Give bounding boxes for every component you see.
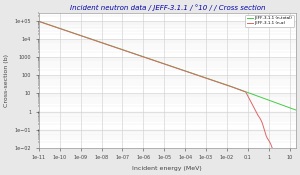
JEFF-3.1.1 (n,total) bbox=[294, 109, 298, 111]
Legend: JEFF-3.1.1 (n,total), JEFF-3.1.1 (n,α): JEFF-3.1.1 (n,total), JEFF-3.1.1 (n,α) bbox=[245, 15, 294, 27]
JEFF-3.1.1 (n,α) bbox=[136, 54, 139, 56]
Title: Incident neutron data / JEFF-3.1.1 / °10 / / Cross section: Incident neutron data / JEFF-3.1.1 / °10… bbox=[70, 4, 265, 11]
JEFF-3.1.1 (n,α) bbox=[261, 125, 265, 127]
JEFF-3.1.1 (n,total) bbox=[289, 107, 292, 109]
Y-axis label: Cross-section (b): Cross-section (b) bbox=[4, 54, 9, 107]
JEFF-3.1.1 (n,total) bbox=[136, 54, 139, 56]
Line: JEFF-3.1.1 (n,α): JEFF-3.1.1 (n,α) bbox=[39, 22, 296, 175]
JEFF-3.1.1 (n,total) bbox=[147, 57, 150, 60]
Line: JEFF-3.1.1 (n,total): JEFF-3.1.1 (n,total) bbox=[39, 21, 296, 110]
JEFF-3.1.1 (n,total) bbox=[82, 35, 85, 37]
JEFF-3.1.1 (n,α) bbox=[147, 58, 150, 60]
JEFF-3.1.1 (n,total) bbox=[66, 30, 70, 32]
JEFF-3.1.1 (n,total) bbox=[37, 20, 41, 22]
JEFF-3.1.1 (n,α) bbox=[66, 30, 70, 32]
JEFF-3.1.1 (n,α) bbox=[37, 20, 41, 23]
JEFF-3.1.1 (n,α) bbox=[82, 36, 85, 38]
JEFF-3.1.1 (n,total) bbox=[261, 97, 265, 99]
X-axis label: Incident energy (MeV): Incident energy (MeV) bbox=[133, 166, 202, 171]
